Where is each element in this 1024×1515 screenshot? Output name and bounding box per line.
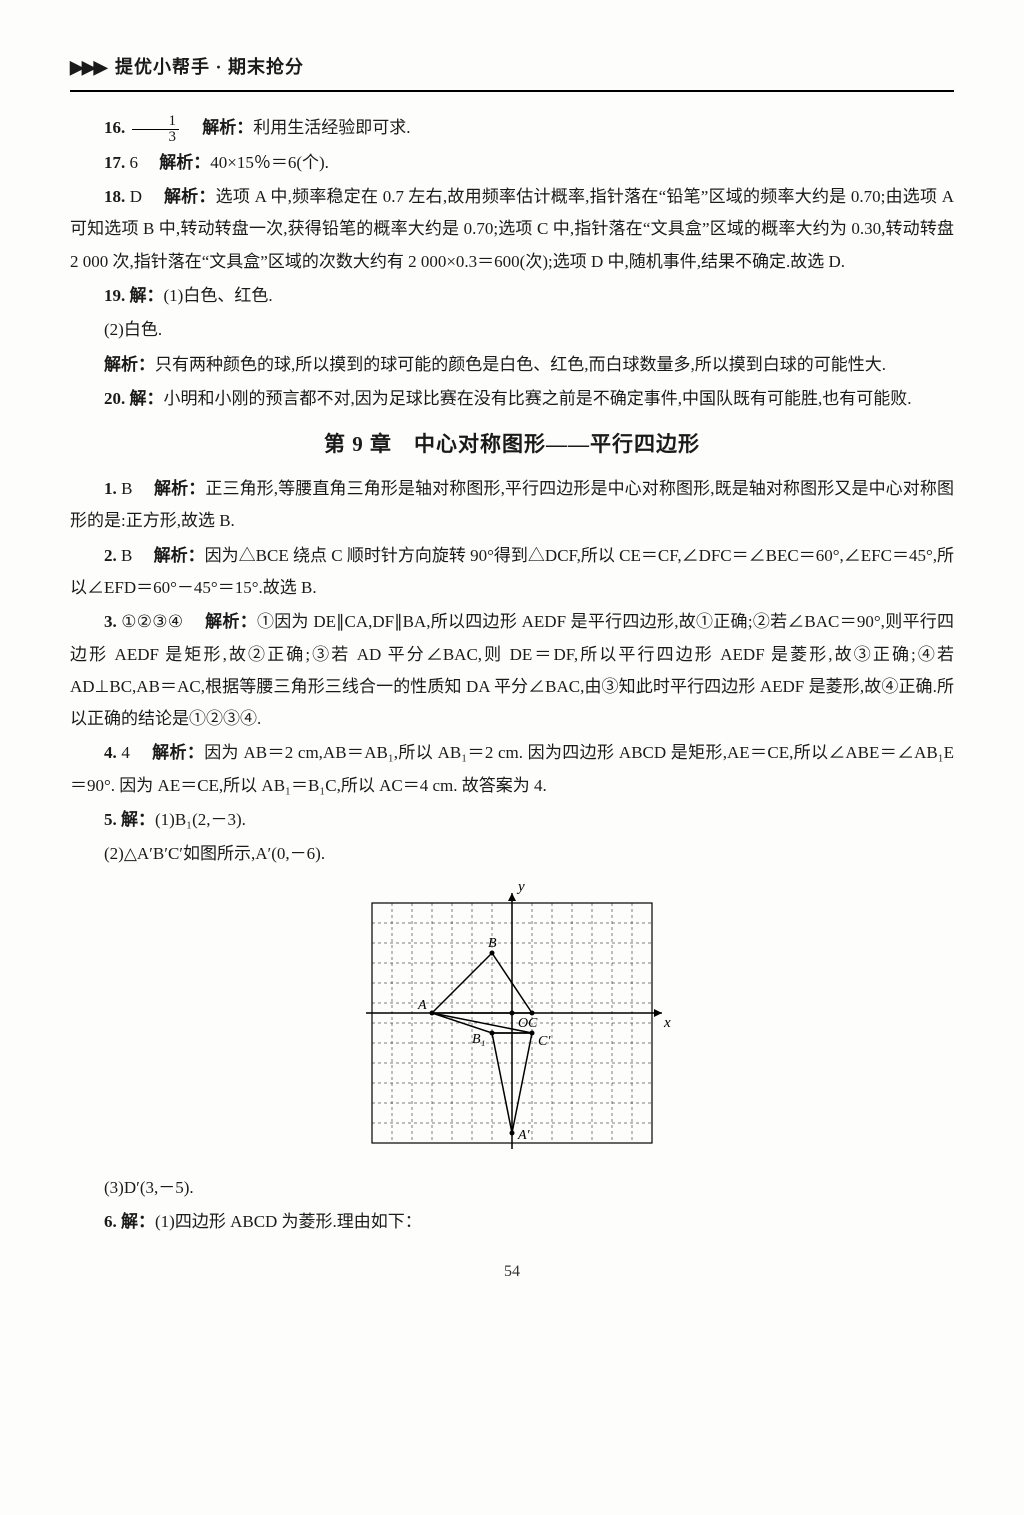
- c1: 1. B 解析：正三角形,等腰直角三角形是轴对称图形,平行四边形是中心对称图形,…: [70, 473, 954, 538]
- q17-text: 40×15％＝6(个).: [210, 153, 329, 172]
- c4-ans: 4: [121, 743, 130, 762]
- c1-ans: B: [121, 479, 132, 498]
- q18-label: 解析：: [164, 187, 216, 206]
- c5-p3: (3)D′(3,－5).: [104, 1178, 194, 1197]
- svg-text:B: B: [488, 936, 497, 951]
- c5-label: 解：: [121, 810, 155, 829]
- svg-text:C: C: [528, 1016, 538, 1031]
- page-number: 54: [70, 1257, 954, 1287]
- header-title: 提优小帮手 · 期末抢分: [115, 57, 304, 77]
- c2-ans: B: [121, 546, 132, 565]
- q17-ans: 6: [130, 153, 139, 172]
- c5-p2: (2)△A′B′C′如图所示,A′(0,－6).: [104, 844, 325, 863]
- c3: 3. ①②③④ 解析：①因为 DE∥CA,DF∥BA,所以四边形 AEDF 是平…: [70, 606, 954, 735]
- c2-num: 2.: [104, 546, 117, 565]
- c2: 2. B 解析：因为△BCE 绕点 C 顺时针方向旋转 90°得到△DCF,所以…: [70, 540, 954, 605]
- q20-text: 小明和小刚的预言都不对,因为足球比赛在没有比赛之前是不确定事件,中国队既有可能胜…: [164, 389, 912, 408]
- c5-num: 5.: [104, 810, 117, 829]
- svg-text:A: A: [417, 998, 427, 1013]
- svg-text:O: O: [518, 1016, 528, 1031]
- q16-text: 利用生活经验即可求.: [253, 118, 410, 137]
- q18-ans: D: [130, 187, 142, 206]
- q16-fraction: 1 3: [132, 114, 180, 145]
- c5-1: 5. 解：(1)B₁(2,－3).: [70, 804, 954, 836]
- chapter-title: 第 9 章 中心对称图形——平行四边形: [70, 425, 954, 465]
- q16-num: 16.: [104, 118, 125, 137]
- svg-text:x: x: [663, 1015, 671, 1031]
- c6-num: 6.: [104, 1212, 117, 1231]
- q20-label: 解：: [130, 389, 164, 408]
- c4-label: 解析：: [152, 743, 204, 762]
- q19-ana-label: 解析：: [104, 355, 155, 374]
- q19-p1: (1)白色、红色.: [164, 286, 273, 305]
- svg-text:y: y: [516, 883, 525, 895]
- q19-1: 19. 解：(1)白色、红色.: [70, 280, 954, 312]
- q17-num: 17.: [104, 153, 125, 172]
- c6-text: (1)四边形 ABCD 为菱形.理由如下：: [155, 1212, 422, 1231]
- c6: 6. 解：(1)四边形 ABCD 为菱形.理由如下：: [70, 1206, 954, 1238]
- c3-num: 3.: [104, 612, 117, 631]
- q19-label: 解：: [130, 286, 164, 305]
- q16-label: 解析：: [202, 118, 253, 137]
- coordinate-figure: x y A B CO B₁ C′ A′: [70, 883, 954, 1164]
- q19-p2: (2)白色.: [104, 320, 162, 339]
- q16: 16. 1 3 解析：利用生活经验即可求.: [70, 112, 954, 145]
- c1-label: 解析：: [154, 479, 205, 498]
- c3-ans: ①②③④: [121, 612, 183, 631]
- svg-text:A′: A′: [517, 1128, 531, 1143]
- c1-num: 1.: [104, 479, 117, 498]
- q19-num: 19.: [104, 286, 125, 305]
- c6-label: 解：: [121, 1212, 155, 1231]
- c2-label: 解析：: [154, 546, 205, 565]
- c4: 4. 4 解析：因为 AB＝2 cm,AB＝AB₁,所以 AB₁＝2 cm. 因…: [70, 737, 954, 802]
- q20-num: 20.: [104, 389, 125, 408]
- c4-num: 4.: [104, 743, 117, 762]
- q20: 20. 解：小明和小刚的预言都不对,因为足球比赛在没有比赛之前是不确定事件,中国…: [70, 383, 954, 415]
- q17-label: 解析：: [159, 153, 210, 172]
- q18: 18. D 解析：选项 A 中,频率稳定在 0.7 左右,故用频率估计概率,指针…: [70, 181, 954, 278]
- c3-label: 解析：: [205, 612, 257, 631]
- q19-ana: 解析：只有两种颜色的球,所以摸到的球可能的颜色是白色、红色,而白球数量多,所以摸…: [70, 349, 954, 381]
- q19-2: (2)白色.: [70, 314, 954, 346]
- c5-2: (2)△A′B′C′如图所示,A′(0,－6).: [70, 838, 954, 870]
- svg-text:B₁: B₁: [472, 1032, 485, 1047]
- q19-ana-text: 只有两种颜色的球,所以摸到的球可能的颜色是白色、红色,而白球数量多,所以摸到白球…: [155, 355, 886, 374]
- coordinate-grid-svg: x y A B CO B₁ C′ A′: [352, 883, 672, 1153]
- c5-3: (3)D′(3,－5).: [70, 1172, 954, 1204]
- svg-text:C′: C′: [538, 1034, 551, 1049]
- header-arrows: ▶▶▶: [70, 57, 106, 77]
- c3-text: ①因为 DE∥CA,DF∥BA,所以四边形 AEDF 是平行四边形,故①正确;②…: [70, 612, 954, 728]
- q17: 17. 6 解析：40×15％＝6(个).: [70, 147, 954, 179]
- q18-num: 18.: [104, 187, 125, 206]
- c5-p1: (1)B₁(2,－3).: [155, 810, 246, 829]
